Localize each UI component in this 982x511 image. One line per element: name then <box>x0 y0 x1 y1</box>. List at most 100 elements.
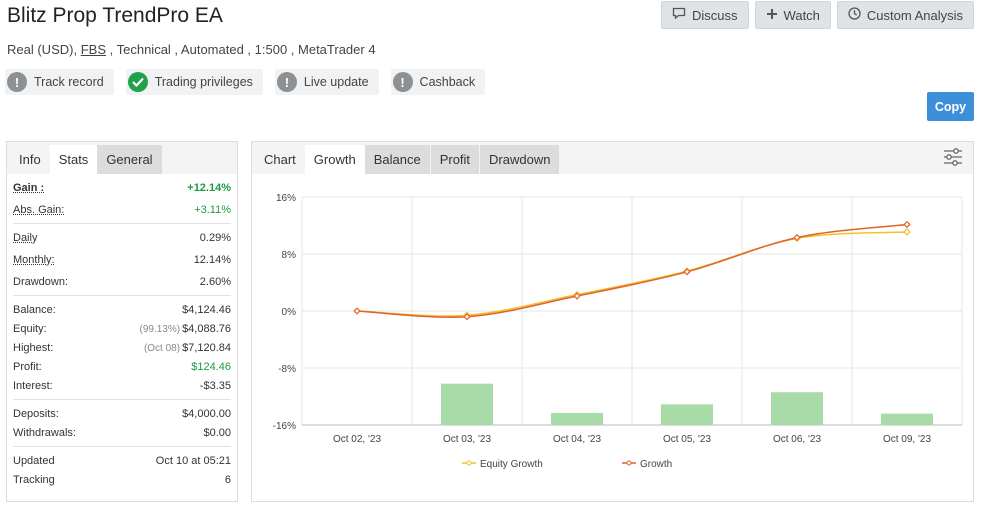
badge-track-record[interactable]: ! Track record <box>5 69 114 95</box>
exclamation-icon: ! <box>392 72 413 92</box>
stat-value: 6 <box>224 473 231 486</box>
tab-growth[interactable]: Growth <box>304 145 365 174</box>
series-line <box>356 223 908 318</box>
stat-interest: Interest: -$3.35 <box>13 376 231 395</box>
stat-highest: Highest: (Oct 08) $7,120.84 <box>13 338 231 357</box>
x-tick-label: Oct 06, '23 <box>773 434 821 445</box>
tab-info[interactable]: Info <box>19 152 41 167</box>
stat-label: Deposits: <box>13 407 59 420</box>
stat-label: Tracking <box>13 473 55 486</box>
tab-stats[interactable]: Stats <box>49 145 98 174</box>
tab-balance[interactable]: Balance <box>364 145 430 174</box>
stat-value: 0.29% <box>199 231 231 244</box>
stats-panel: Info Stats General Gain : +12.14% Abs. G… <box>6 141 238 502</box>
data-point <box>353 307 361 315</box>
divider <box>13 446 231 447</box>
stat-abs-gain: Abs. Gain: +3.11% <box>13 200 231 219</box>
status-badges: ! Track record Trading privileges ! Live… <box>5 69 486 95</box>
chart-panel: Chart Growth Balance Profit Drawdown 16%… <box>251 141 974 502</box>
legend-marker <box>466 460 472 466</box>
stat-label: Equity: <box>13 322 47 335</box>
sliders-icon[interactable] <box>943 148 963 166</box>
tab-general[interactable]: General <box>97 145 162 174</box>
equity-percent: (99.13%) <box>139 323 181 335</box>
broker-link[interactable]: FBS <box>80 42 106 57</box>
badge-live-update[interactable]: ! Live update <box>274 69 379 95</box>
stat-label: Interest: <box>13 379 53 392</box>
stat-daily: Daily 0.29% <box>13 228 231 247</box>
y-tick-label: 8% <box>282 250 297 261</box>
custom-analysis-label: Custom Analysis <box>866 7 963 23</box>
stat-tracking: Tracking 6 <box>13 470 231 489</box>
bar <box>771 392 823 425</box>
stat-label: Drawdown: <box>13 275 69 288</box>
stat-label[interactable]: Monthly: <box>13 253 55 266</box>
x-tick-label: Oct 09, '23 <box>883 434 931 445</box>
stat-value: -$3.35 <box>199 379 231 392</box>
watch-button[interactable]: Watch <box>754 1 831 29</box>
stat-label[interactable]: Daily <box>13 231 38 244</box>
data-point <box>573 292 581 300</box>
watch-label: Watch <box>783 7 820 23</box>
stat-drawdown: Drawdown: 2.60% <box>13 272 231 291</box>
custom-analysis-button[interactable]: Custom Analysis <box>836 1 974 29</box>
divider <box>13 295 231 296</box>
stat-value: $4,000.00 <box>182 407 231 420</box>
x-tick-label: Oct 05, '23 <box>663 434 711 445</box>
badge-trading-privileges[interactable]: Trading privileges <box>125 69 263 95</box>
stat-label: Updated <box>13 454 55 467</box>
copy-button[interactable]: Copy <box>927 92 974 121</box>
stat-updated: Updated Oct 10 at 05:21 <box>13 451 231 470</box>
clock-icon <box>848 7 861 23</box>
stat-gain: Gain : +12.14% <box>13 178 231 197</box>
account-subline: Real (USD), FBS , Technical , Automated … <box>7 42 376 57</box>
badge-label: Track record <box>34 75 104 89</box>
stat-value: $4,124.46 <box>182 303 231 316</box>
y-tick-label: -16% <box>273 421 296 432</box>
discuss-button[interactable]: Discuss <box>661 1 749 29</box>
stat-label: Withdrawals: <box>13 426 76 439</box>
badge-label: Cashback <box>419 75 476 89</box>
x-tick-label: Oct 02, '23 <box>333 434 381 445</box>
divider <box>13 399 231 400</box>
data-point <box>463 313 471 321</box>
growth-chart: 16% 8% 0% -8% -16% Oct 02, '23 Oct 03, '23 Oct … <box>273 193 963 470</box>
stats-tabs: Info Stats General <box>7 142 237 174</box>
account-details: , Technical , Automated , 1:500 , MetaTr… <box>109 42 376 57</box>
stat-equity: Equity: (99.13%) $4,088.76 <box>13 319 231 338</box>
highest-date: (Oct 08) <box>143 342 181 354</box>
data-point <box>903 228 911 236</box>
x-tick-label: Oct 04, '23 <box>553 434 601 445</box>
stat-value: Oct 10 at 05:21 <box>155 454 231 467</box>
discuss-label: Discuss <box>692 7 738 23</box>
top-actions: Discuss Watch Custom Analysis <box>661 1 974 29</box>
tab-chart[interactable]: Chart <box>264 152 296 167</box>
legend-label: Growth <box>640 459 672 470</box>
bar <box>551 412 603 425</box>
badge-label: Trading privileges <box>154 75 253 89</box>
stat-deposits: Deposits: $4,000.00 <box>13 404 231 423</box>
stat-balance: Balance: $4,124.46 <box>13 300 231 319</box>
stat-value: $124.46 <box>191 360 231 373</box>
bar <box>441 383 493 425</box>
exclamation-icon: ! <box>7 72 27 92</box>
check-icon <box>127 72 148 92</box>
stat-label[interactable]: Abs. Gain: <box>13 203 65 216</box>
divider <box>13 223 231 224</box>
account-type: Real (USD), <box>7 42 78 57</box>
stat-monthly: Monthly: 12.14% <box>13 250 231 269</box>
series-line <box>356 231 908 317</box>
tab-drawdown[interactable]: Drawdown <box>480 145 560 174</box>
stat-value: +12.14% <box>187 181 231 194</box>
bar <box>661 404 713 425</box>
y-tick-label: -8% <box>278 364 296 375</box>
stats-list: Gain : +12.14% Abs. Gain: +3.11% Daily 0… <box>7 174 237 489</box>
badge-cashback[interactable]: ! Cashback <box>390 69 486 95</box>
stat-value: $0.00 <box>203 426 231 439</box>
exclamation-icon: ! <box>276 72 297 92</box>
page-title: Blitz Prop TrendPro EA <box>7 4 223 27</box>
stat-label[interactable]: Gain : <box>13 181 45 194</box>
stat-value: $4,088.76 <box>182 322 231 335</box>
tab-profit[interactable]: Profit <box>430 145 480 174</box>
stat-profit: Profit: $124.46 <box>13 357 231 376</box>
